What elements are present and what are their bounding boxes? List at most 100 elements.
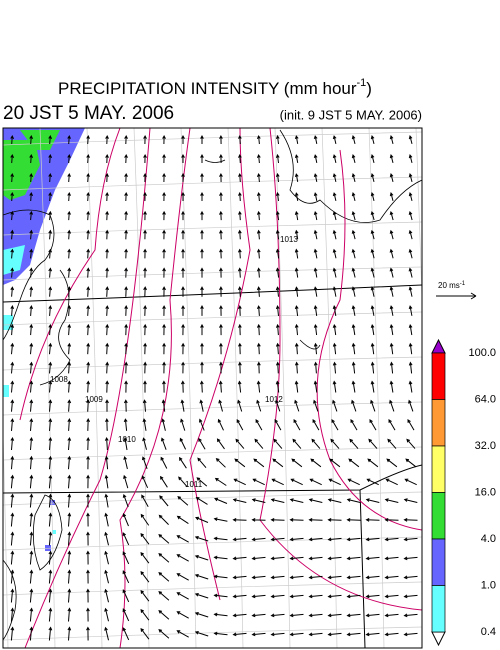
wind-arrow [389, 286, 394, 297]
wind-arrow [181, 134, 185, 144]
wind-arrow [270, 613, 285, 618]
colorbar-label: 4.0 [481, 533, 496, 545]
wind-arrow [143, 248, 147, 259]
wind-arrow [10, 418, 15, 431]
wind-arrow [219, 248, 223, 259]
wind-arrow [180, 399, 185, 412]
wind-arrow [48, 455, 53, 470]
parallel [3, 221, 422, 236]
wind-arrow [104, 588, 109, 603]
wind-arrow [86, 626, 90, 641]
wind-arrow [348, 458, 360, 468]
wind-arrow [104, 626, 109, 641]
wind-arrow [143, 134, 147, 145]
wind-arrow [351, 267, 356, 278]
wind-arrow [313, 286, 318, 297]
colorbar-segment [431, 399, 446, 447]
init-time: (init. 9 JST 5 MAY. 2006) [280, 107, 422, 122]
wind-arrow [332, 267, 337, 278]
wind-arrow [67, 531, 72, 546]
wind-arrow [142, 456, 148, 469]
wind-arrow [213, 631, 228, 636]
wind-arrow [158, 552, 170, 563]
colorbar-over [431, 338, 446, 354]
wind-arrow [48, 191, 53, 202]
wind-arrow [289, 575, 304, 580]
meridian [368, 128, 385, 648]
wind-arrow [294, 380, 299, 393]
wind-arrow [48, 588, 53, 603]
wind-arrow [48, 569, 53, 584]
wind-arrow [67, 153, 71, 164]
wind-arrow [256, 153, 261, 164]
wind-arrow [213, 612, 228, 617]
wind-arrow [219, 342, 223, 355]
wind-arrow [237, 286, 242, 297]
wind-arrow [194, 555, 209, 561]
wind-arrow [313, 305, 318, 316]
wind-arrow [29, 229, 34, 240]
wind-arrow [122, 627, 130, 641]
wind-arrow [179, 456, 187, 469]
wind-arrow [67, 305, 72, 316]
wind-arrow [351, 154, 356, 164]
wind-arrow [219, 286, 223, 297]
colorbar-segment [431, 445, 446, 493]
wind-arrow [29, 569, 34, 584]
wind-arrow [256, 361, 261, 374]
wind-arrow [275, 323, 280, 336]
wind-arrow [351, 173, 356, 183]
wind-arrow [86, 418, 91, 431]
colorbar: 100.0 64.0 32.0 16.0 4.0 1.0 0.4 [431, 338, 496, 647]
wind-arrow [176, 592, 189, 600]
wind-arrow [349, 438, 359, 449]
wind-arrow [86, 134, 90, 145]
wind-arrow [10, 305, 15, 316]
wind-arrow [105, 229, 109, 240]
wind-arrow [389, 267, 394, 278]
wind-arrow [48, 153, 53, 164]
wind-arrow [194, 631, 209, 637]
wind-arrow [124, 361, 129, 374]
wind-arrow [29, 305, 34, 316]
wind-arrow [143, 172, 147, 183]
wind-arrow [104, 550, 109, 565]
wind-arrow [181, 191, 185, 201]
wind-arrow [67, 342, 72, 355]
wind-arrow [213, 536, 228, 541]
wind-arrow [309, 478, 322, 486]
wind-arrow [104, 531, 109, 546]
wind-arrow [178, 476, 188, 488]
wind-arrow [67, 455, 72, 470]
wind-arrow [389, 380, 394, 393]
meridian [274, 128, 291, 648]
wind-arrow [48, 512, 53, 527]
wind-arrow [275, 210, 280, 221]
wind-arrow [10, 550, 15, 565]
wind-arrow [194, 612, 209, 618]
parallel [3, 176, 422, 191]
wind-arrow [158, 609, 170, 620]
wind-arrow [272, 458, 284, 468]
wind-arrow [389, 248, 394, 259]
wind-arrow [105, 323, 110, 336]
wind-arrow [200, 323, 204, 336]
wind-arrow [384, 575, 399, 580]
wind-arrow [140, 570, 150, 583]
wind-arrow [270, 594, 285, 599]
wind-arrow [294, 399, 300, 412]
wind-arrow [238, 172, 242, 183]
wind-arrow [10, 436, 15, 451]
wind-arrow [308, 632, 323, 637]
wind-arrow [124, 153, 128, 164]
wind-arrow [143, 267, 147, 278]
wind-arrow [370, 399, 376, 412]
wind-arrow [140, 608, 150, 621]
wind-arrow [289, 518, 304, 522]
wind-arrow [403, 537, 418, 542]
title: PRECIPITATION INTENSITY (mm hour-1) [58, 77, 372, 99]
wind-arrow [254, 438, 264, 449]
wind-arrow [10, 588, 15, 603]
wind-arrow [142, 437, 147, 450]
